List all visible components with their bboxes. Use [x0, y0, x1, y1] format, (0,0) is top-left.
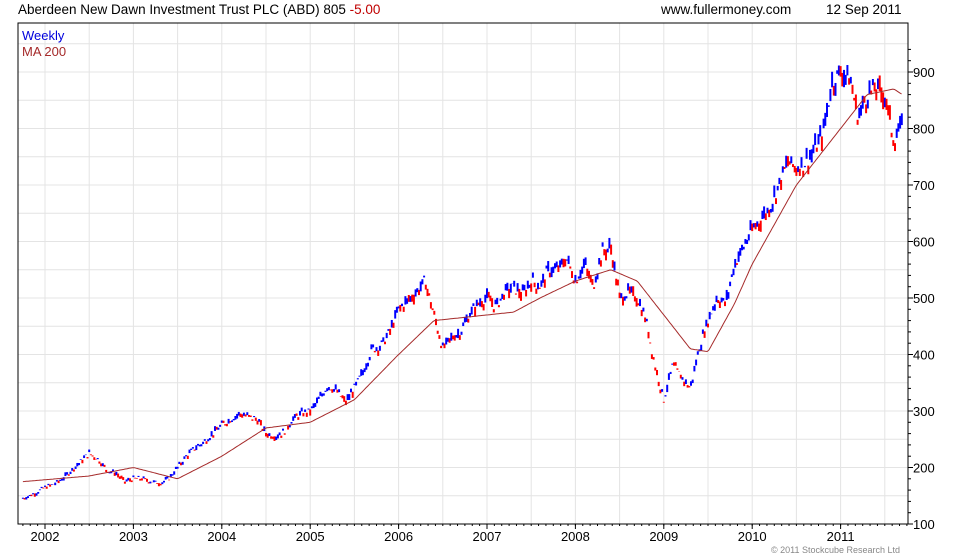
x-tick-label: 2004 [207, 529, 236, 544]
copyright: © 2011 Stockcube Research Ltd [771, 545, 901, 555]
x-tick-label: 2008 [561, 529, 590, 544]
x-tick-label: 2010 [738, 529, 767, 544]
y-tick-label: 200 [913, 461, 935, 476]
chart-title: Aberdeen New Dawn Investment Trust PLC (… [18, 2, 381, 17]
y-tick-label: 300 [913, 404, 935, 419]
ma-200-line [22, 88, 902, 483]
chart-date: 12 Sep 2011 [826, 2, 902, 17]
x-tick-label: 2009 [649, 529, 678, 544]
y-tick-label: 600 [913, 235, 935, 250]
y-tick-label: 800 [913, 122, 935, 137]
price-change: -5.00 [349, 2, 381, 17]
y-tick-label: 400 [913, 348, 935, 363]
site-link[interactable]: www.fullermoney.com [661, 2, 792, 17]
x-tick-label: 2007 [473, 529, 502, 544]
y-tick-label: 900 [913, 65, 935, 80]
x-tick-label: 2011 [827, 529, 855, 544]
x-tick-label: 2006 [384, 529, 413, 544]
y-tick-label: 700 [913, 178, 935, 193]
legend-weekly: Weekly [22, 28, 65, 43]
y-tick-label: 500 [913, 291, 935, 306]
y-tick-label: 100 [913, 517, 935, 532]
x-tick-label: 2002 [31, 529, 60, 544]
legend-ma-200: MA 200 [22, 44, 67, 59]
plot-frame [17, 22, 909, 525]
x-tick-label: 2003 [119, 529, 148, 544]
x-tick-label: 2005 [296, 529, 325, 544]
